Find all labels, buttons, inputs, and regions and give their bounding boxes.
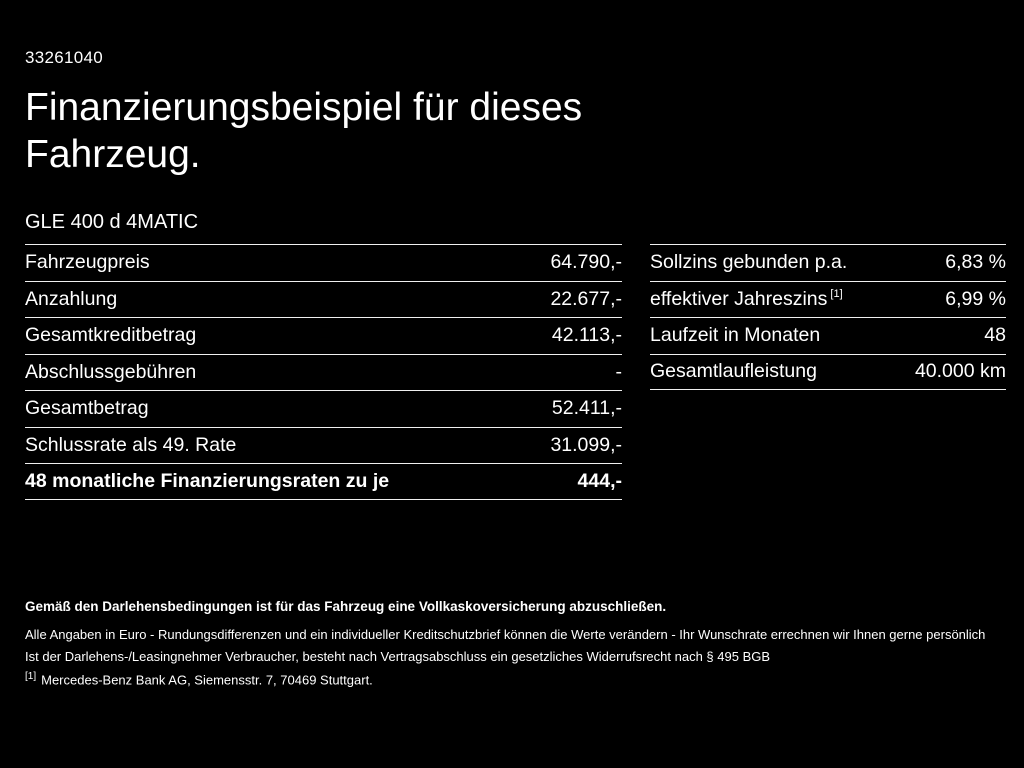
document-id: 33261040 (25, 48, 104, 67)
insurance-note: Gemäß den Darlehensbedingungen ist für d… (25, 599, 667, 614)
table-row: Abschlussgebühren - (25, 353, 623, 391)
row-label: Laufzeit in Monaten (650, 324, 821, 347)
table-row: Sollzins gebunden p.a. 6,83 % (650, 244, 1006, 281)
table-row: Gesamtkreditbetrag 42.113,- (25, 317, 622, 354)
row-label: 48 monatliche Finanzierungsraten zu je (25, 469, 390, 492)
row-label: Fahrzeugpreis (25, 251, 150, 274)
row-value: 40.000 km (914, 360, 1006, 383)
table-row: Gesamtbetrag 52.411,- (25, 390, 622, 427)
footnote-marker: [1] (25, 671, 37, 682)
row-label-text: effektiver Jahreszins (650, 287, 828, 310)
table-row: Fahrzeugpreis 64.790,- (25, 244, 622, 281)
row-value: 6,99 % (945, 287, 1006, 310)
row-value: 64.790,- (550, 251, 622, 274)
row-value: 52.411,- (551, 397, 622, 420)
financing-table: Fahrzeugpreis 64.790,- Anzahlung 22.677,… (25, 244, 622, 500)
vehicle-model: GLE 400 d 4MATIC (25, 211, 199, 233)
row-label: Anzahlung (25, 287, 118, 310)
row-label: effektiver Jahreszins [1] (650, 288, 843, 311)
disclaimer-line-1: Alle Angaben in Euro - Rundungsdifferenz… (25, 627, 986, 642)
bank-footnote: [1] Mercedes-Benz Bank AG, Siemensstr. 7,… (25, 671, 373, 687)
table-row: Gesamtlaufleistung 40.000 km (650, 353, 1006, 390)
row-label: Gesamtbetrag (25, 397, 149, 420)
conditions-table: Sollzins gebunden p.a. 6,83 % effektiver… (650, 244, 1006, 390)
row-value: 6,83 % (945, 251, 1006, 274)
row-label: Abschlussgebühren (25, 360, 197, 383)
row-label: Gesamtkreditbetrag (25, 324, 197, 347)
table-row: Laufzeit in Monaten 48 (650, 317, 1006, 354)
page-title: Finanzierungsbeispiel für dieses Fahrzeu… (25, 86, 583, 176)
disclaimer-line-2: Ist der Darlehens-/Leasingnehmer Verbrau… (25, 649, 771, 664)
table-row: Anzahlung 22.677,- (25, 280, 622, 318)
row-label: Gesamtlaufleistung (650, 360, 817, 383)
table-row-monthly-rate: 48 monatliche Finanzierungsraten zu je 4… (25, 463, 622, 500)
row-label: Sollzins gebunden p.a. (650, 251, 848, 274)
table-row: effektiver Jahreszins [1] 6,99 % (650, 280, 1006, 318)
row-value: 48 (984, 324, 1006, 347)
row-value: 42.113,- (551, 324, 622, 347)
row-value: 22.677,- (550, 287, 622, 310)
footnote-reference: [1] (830, 288, 843, 301)
row-value: 31.099,- (550, 433, 622, 456)
table-row: Schlussrate als 49. Rate 31.099,- (25, 426, 622, 464)
row-value: - (615, 360, 623, 383)
row-value: 444,- (577, 469, 622, 492)
footnote-text: Mercedes-Benz Bank AG, Siemensstr. 7, 70… (41, 672, 373, 688)
row-label: Schlussrate als 49. Rate (25, 433, 237, 456)
